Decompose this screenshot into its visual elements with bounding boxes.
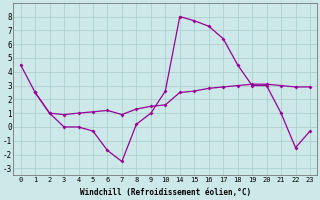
X-axis label: Windchill (Refroidissement éolien,°C): Windchill (Refroidissement éolien,°C) (80, 188, 251, 197)
